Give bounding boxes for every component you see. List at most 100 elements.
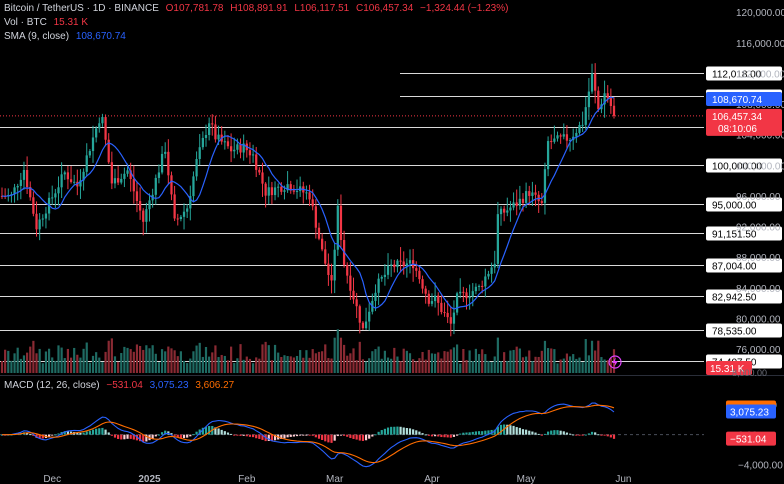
volume-bar (73, 347, 76, 373)
candle-body (170, 175, 173, 195)
candle-body (521, 198, 525, 203)
price-tick-label: 120,000.00 (736, 8, 784, 19)
candle-body (496, 214, 500, 264)
sma-legend[interactable]: SMA (9, close) 108,670.74 (4, 31, 130, 42)
macd-histogram-bar (587, 433, 590, 435)
candle-body (280, 186, 283, 192)
candle-body (424, 288, 427, 294)
pane-separator[interactable] (0, 375, 784, 376)
candle-body (609, 98, 612, 107)
macd-histogram-bar (76, 432, 79, 435)
candle-body (553, 138, 556, 142)
macd-histogram-bar (396, 426, 399, 435)
candle-body (214, 124, 217, 140)
volume-bar (170, 348, 173, 373)
candle-body (267, 187, 270, 196)
candle-body (164, 151, 167, 154)
volume-bar (230, 346, 233, 373)
candle-body (69, 179, 73, 182)
candle-body (518, 198, 521, 206)
candle-body (339, 205, 343, 241)
macd-histogram-bar (568, 433, 572, 435)
macd-histogram-bar (286, 434, 289, 438)
volume-bar (110, 338, 113, 373)
macd-histogram-bar (226, 432, 230, 435)
open-value: O107,781.78 (165, 3, 224, 14)
level-label-box (706, 258, 782, 273)
volume-bar (380, 358, 383, 373)
volume-last-text: 15.31 K (710, 364, 745, 375)
symbol-title[interactable]: Bitcoin / TetherUS · 1D · BINANCE (4, 3, 159, 14)
candle-body (528, 191, 531, 196)
volume-bar (361, 359, 365, 373)
candle-body (399, 260, 402, 262)
macd-histogram-bar (289, 434, 292, 437)
candle-body (305, 192, 308, 194)
candle-body (380, 276, 383, 279)
candle-body (597, 90, 600, 110)
volume-bar (386, 357, 390, 373)
macd-histogram-bar (88, 430, 91, 435)
volume-bar (402, 348, 405, 373)
macd-histogram-bar (459, 433, 462, 435)
volume-bar (69, 357, 73, 373)
macd-histogram-bar (107, 432, 110, 435)
macd-histogram-bar (437, 434, 440, 437)
candle-body (160, 153, 164, 173)
candle-body (13, 187, 16, 195)
macd-histogram-bar (383, 428, 386, 435)
macd-histogram-bar (314, 434, 317, 438)
volume-bar (427, 349, 430, 373)
volume-bar (471, 360, 474, 373)
volume-bar (57, 345, 60, 373)
candle-body (327, 263, 330, 275)
macd-histogram-bar (154, 434, 157, 437)
volume-bar (333, 337, 336, 373)
macd-histogram-bar (299, 434, 302, 436)
candle-body (264, 183, 267, 196)
macd-histogram-bar (126, 434, 129, 439)
macd-histogram-bar (220, 429, 223, 435)
candle-body (289, 184, 292, 191)
macd-histogram-bar (434, 434, 437, 437)
price-tick-label: 100,000.00 (736, 161, 784, 172)
macd-histogram-bar (421, 433, 424, 435)
level-price-label: 95,000.00 (706, 197, 782, 212)
macd-histogram-bar (546, 431, 550, 435)
macd-histogram-bar (408, 428, 412, 435)
candle-body (167, 151, 170, 176)
candle-body (374, 292, 377, 301)
candle-body (493, 263, 496, 268)
sma-label: SMA (9, close) (4, 31, 70, 42)
macd-histogram-bar (471, 431, 474, 435)
candle-body (377, 278, 380, 293)
candle-body (192, 176, 195, 197)
volume-bar (13, 353, 16, 373)
volume-bar (47, 348, 51, 373)
volume-bar (302, 357, 305, 373)
candle-body (261, 172, 264, 184)
candle-body (421, 279, 424, 289)
macd-legend[interactable]: MACD (12, 26, close) −531.04 3,075.23 3,… (4, 380, 238, 391)
candle-body (330, 274, 333, 281)
volume-bar (204, 346, 208, 373)
volume-legend[interactable]: Vol · BTC 15.31 K (4, 17, 92, 28)
candle-body (135, 191, 139, 201)
level-label-text: 87,004.00 (712, 262, 757, 273)
candle-body (368, 311, 371, 322)
macd-tick-label: −4,000.00 (738, 461, 783, 472)
volume-bar (499, 361, 503, 373)
candle-body (173, 194, 176, 219)
macd-histogram-bar (402, 427, 405, 435)
candle-body (358, 306, 361, 323)
volume-bar (32, 340, 35, 373)
candle-body (534, 192, 537, 195)
volume-bar (515, 346, 518, 373)
volume-bar (575, 358, 578, 373)
macd-histogram-bar (371, 434, 374, 437)
macd-histogram-bar (182, 434, 186, 439)
macd-histogram-bar (446, 434, 449, 438)
volume-bar (584, 339, 587, 373)
volume-bar (525, 356, 528, 373)
